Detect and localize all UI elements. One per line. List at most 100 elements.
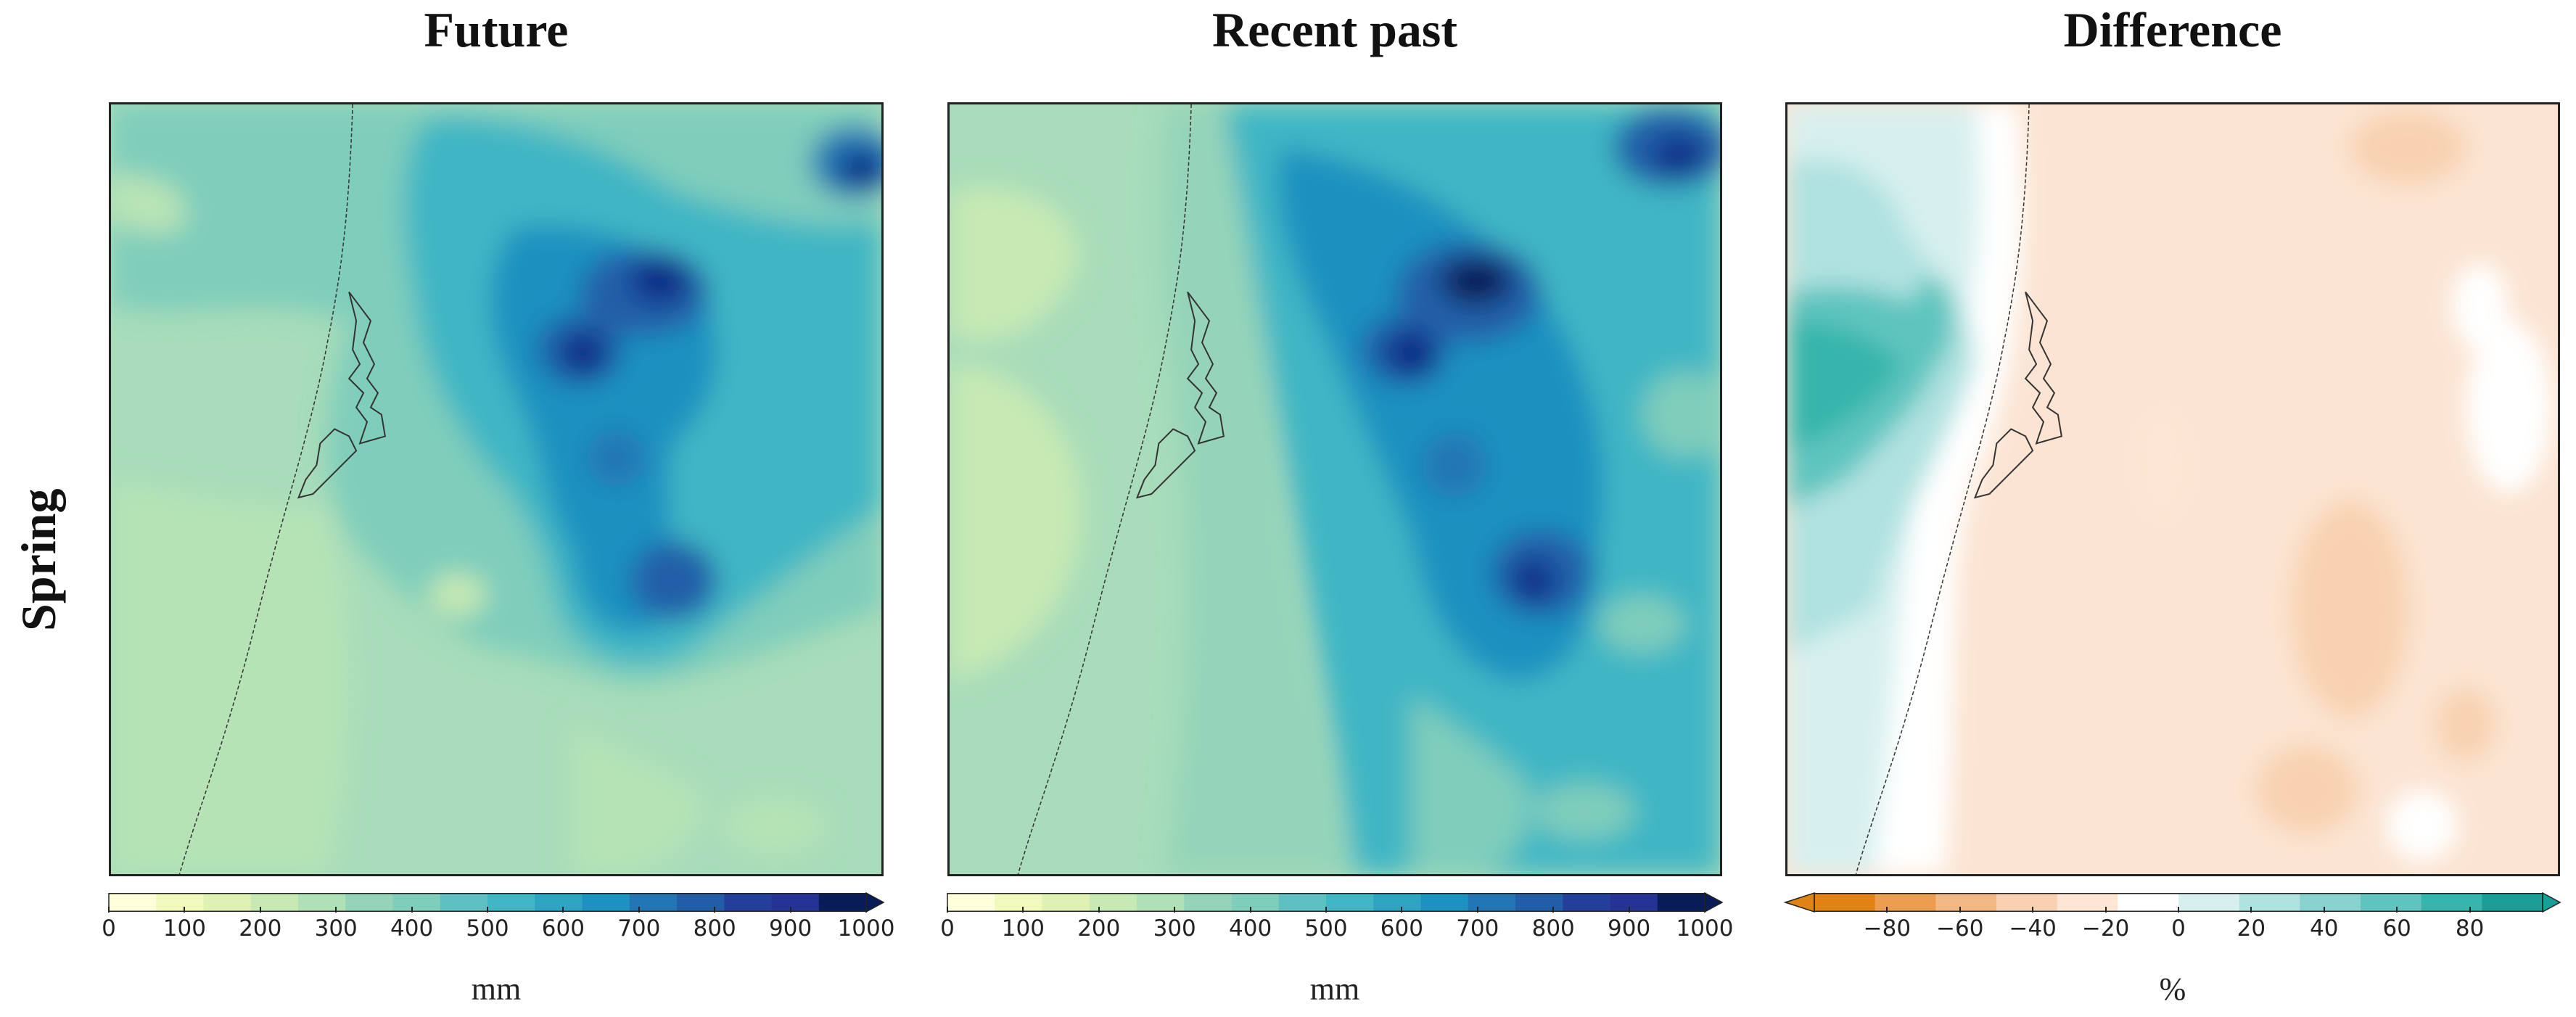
colorbar-segment — [1137, 893, 1185, 912]
colorbar-segment — [724, 893, 772, 912]
colorbar-segment — [1089, 893, 1137, 912]
colorbar-tick-label: 400 — [1229, 915, 1272, 942]
colorbar-tick-mark — [562, 907, 564, 913]
colorbar-segment — [203, 893, 252, 912]
colorbar-ticks-recent-past: 0 100 200 300 400 500 600 700 800 900 1000 — [940, 907, 1733, 953]
colorbar-segment — [1231, 893, 1280, 912]
colorbar-tick-label: 200 — [239, 915, 282, 942]
colorbar-tick-label: 0 — [2171, 915, 2186, 942]
colorbar-tick-mark — [259, 907, 261, 913]
colorbar-tick-label: 900 — [769, 915, 812, 942]
colorbar-tick-mark — [2250, 907, 2252, 913]
panel-title-difference: Difference — [2063, 2, 2282, 57]
colorbar-tick-mark — [2104, 907, 2107, 913]
colorbar-tick-label: −60 — [1936, 915, 1984, 942]
colorbar-tick-mark — [335, 907, 337, 913]
colorbar-tick-mark — [1325, 907, 1327, 913]
colorbar-tick-label: −20 — [2081, 915, 2130, 942]
colorbar-tick-label: 80 — [2455, 915, 2485, 942]
colorbar-segment — [156, 893, 204, 912]
colorbar-tick-label: 600 — [541, 915, 585, 942]
colorbar-tick-label: 0 — [102, 915, 116, 942]
colorbar-tick-mark — [2323, 907, 2325, 913]
colorbar-tick-mark — [865, 907, 867, 913]
colorbar-segment — [2300, 893, 2361, 912]
panel-title-recent-past: Recent past — [1211, 2, 1458, 57]
colorbar-future — [108, 892, 885, 913]
colorbar-tick-label: 900 — [1608, 915, 1651, 942]
colorbar-tick-mark — [108, 907, 110, 913]
colorbar-segment — [440, 893, 488, 912]
colorbar-segment — [1563, 893, 1610, 912]
colorbar-tick-mark — [1704, 907, 1705, 913]
colorbar-segment — [487, 893, 535, 912]
colorbar-tick-label: 300 — [314, 915, 358, 942]
colorbar-segment — [677, 893, 725, 912]
colorbar-tick-label: 700 — [617, 915, 661, 942]
colorbar-segment — [1996, 893, 2058, 912]
colorbar-tick-label: 500 — [466, 915, 509, 942]
colorbar-segment — [947, 893, 995, 912]
colorbar-tick-label: 100 — [1001, 915, 1045, 942]
colorbar-segment — [392, 893, 441, 912]
colorbar-tick-mark — [2178, 907, 2179, 913]
colorbar-recent-past — [947, 892, 1724, 913]
colorbar-ticks-future: 0 100 200 300 400 500 600 700 800 900 1000 — [102, 907, 894, 953]
colorbar-segment — [2482, 893, 2543, 912]
colorbar-tick-label: 40 — [2310, 915, 2339, 942]
colorbar-tick-label: 700 — [1456, 915, 1499, 942]
colorbar-segment — [250, 893, 299, 912]
colorbar-tick-label: 600 — [1380, 915, 1423, 942]
colorbar-tick-label: 100 — [162, 915, 206, 942]
colorbar-tick-mark — [1959, 907, 1961, 913]
colorbar-segment — [1515, 893, 1563, 912]
colorbar-segment — [995, 893, 1042, 912]
colorbar-tick-mark — [789, 907, 791, 913]
colorbar-tick-mark — [1886, 907, 1888, 913]
colorbar-segment — [1184, 893, 1232, 912]
colorbar-tick-mark — [411, 907, 413, 913]
colorbar-tick-label: 60 — [2382, 915, 2411, 942]
colorbar-segment — [2361, 893, 2422, 912]
colorbar-tick-mark — [2032, 907, 2034, 913]
map-recent-past — [947, 102, 1722, 876]
colorbar-segment — [1875, 893, 1936, 912]
colorbar-tick-label: 20 — [2236, 915, 2266, 942]
colorbar-segment — [109, 893, 157, 912]
panel-title-future: Future — [424, 2, 569, 57]
unit-label-future: mm — [471, 971, 522, 1007]
colorbar-tick-mark — [487, 907, 488, 913]
colorbar-tick-mark — [1552, 907, 1555, 913]
unit-label-difference: % — [2159, 971, 2186, 1007]
map-future-field — [111, 104, 881, 874]
colorbar-tick-label: 1000 — [1676, 915, 1734, 942]
map-future — [109, 102, 884, 876]
colorbar-segment — [1468, 893, 1516, 912]
colorbar-segment — [535, 893, 583, 912]
colorbar-tick-label: 1000 — [837, 915, 895, 942]
colorbar-segment — [1373, 893, 1421, 912]
colorbar-difference — [1783, 892, 2561, 913]
colorbar-tick-mark — [947, 907, 948, 913]
colorbar-segment — [582, 893, 630, 912]
colorbar-tick-label: −80 — [1863, 915, 1912, 942]
colorbar-segment — [818, 893, 867, 912]
colorbar-tick-mark — [1401, 907, 1403, 913]
colorbar-tick-mark — [2396, 907, 2398, 913]
colorbar-segment — [1610, 893, 1658, 912]
colorbar-tick-mark — [1476, 907, 1478, 913]
colorbar-tick-label: 800 — [1531, 915, 1575, 942]
colorbar-tick-mark — [1098, 907, 1100, 913]
colorbar-segment — [1420, 893, 1469, 912]
colorbar-segment — [629, 893, 678, 912]
colorbar-tick-mark — [714, 907, 716, 913]
colorbar-tick-label: −40 — [2009, 915, 2057, 942]
map-difference-field — [1787, 104, 2558, 874]
colorbar-tick-label: 300 — [1153, 915, 1196, 942]
colorbar-segment — [1278, 893, 1327, 912]
colorbar-segment — [1326, 893, 1374, 912]
colorbar-tick-mark — [1249, 907, 1251, 913]
colorbar-tick-mark — [1022, 907, 1024, 913]
map-recent-past-field — [950, 104, 1720, 874]
colorbar-tick-mark — [2469, 907, 2471, 913]
